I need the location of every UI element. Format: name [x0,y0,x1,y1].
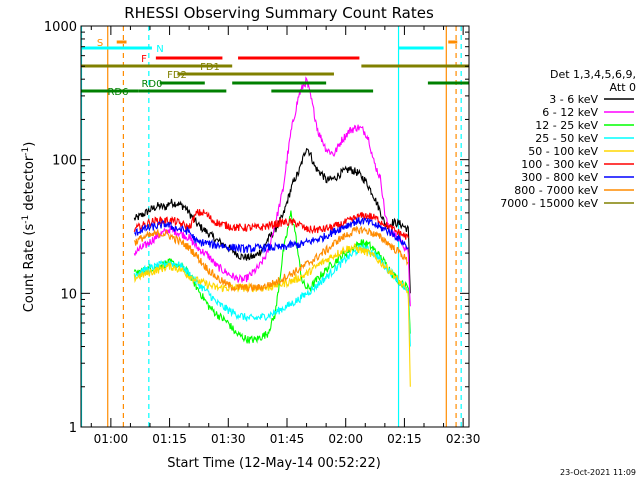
y-tick-label-2: 100 [52,154,77,169]
x-tick-label-0: 01:00 [94,432,129,446]
state-label-f: F [141,54,147,65]
timestamp-label: 23-Oct-2021 11:09 [560,468,636,477]
state-bars: S NF FD1 FD2 RD0 RD6 [81,38,469,98]
series-line-1 [133,76,411,307]
event-marker-lines [80,26,462,427]
x-tick-label-6: 02:30 [446,432,481,446]
legend-header-0: Det 1,3,4,5,6,9, [550,68,636,81]
state-label-s: S [97,38,103,49]
x-tick-label-3: 01:45 [270,432,305,446]
axes: 01:00 01:15 01:30 01:45 02:00 02:15 02:30 1 10 10… [44,20,481,446]
series-line-4 [133,242,411,387]
legend-label-2: 12 - 25 keV [535,119,598,132]
legend-label-4: 50 - 100 keV [528,145,598,158]
x-tick-label-2: 01:30 [211,432,246,446]
series-line-6 [133,216,409,254]
series-line-5 [133,209,409,240]
legend-label-7: 800 - 7000 keV [514,184,598,197]
legend-label-1: 6 - 12 keV [542,106,598,119]
y-tick-label-3: 1000 [44,20,77,35]
state-label-rd0: RD0 [141,79,162,90]
plot-frame [80,25,470,428]
legend-label-0: 3 - 6 keV [549,93,598,106]
x-tick-label-5: 02:15 [387,432,422,446]
legend-label-8: 7000 - 15000 keV [500,197,598,210]
state-label-fd1: FD1 [200,62,220,73]
state-label-rd6: RD6 [107,87,128,98]
y-tick-label-0: 1 [69,421,77,436]
series-lines [133,76,411,387]
x-tick-label-1: 01:15 [152,432,187,446]
chart-title: RHESSI Observing Summary Count Rates [124,4,434,22]
x-axis-label: Start Time (12-May-14 00:52:22) [167,456,381,471]
legend-label-3: 25 - 50 keV [535,132,598,145]
y-tick-label-1: 10 [60,287,77,302]
series-line-7 [133,225,409,294]
x-tick-label-4: 02:00 [328,432,363,446]
y-axis-label: Count Rate (s-1 detector-1) [21,142,37,313]
state-label-fd2: FD2 [167,70,187,81]
legend-label-6: 300 - 800 keV [521,171,598,184]
state-label-n: N [156,44,163,55]
legend-header-1: Att 0 [610,81,636,94]
legend-label-5: 100 - 300 keV [521,158,598,171]
